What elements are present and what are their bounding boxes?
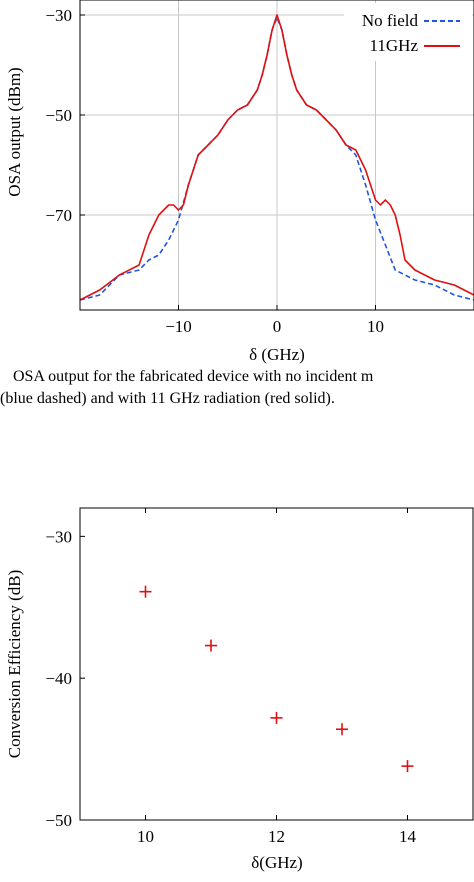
x-axis-label: δ(GHz) <box>251 853 302 872</box>
tick-labels: −10 0 10 −30 −50 −70 <box>45 6 384 336</box>
legend-box <box>344 3 472 61</box>
plot-frame <box>79 507 474 821</box>
y-axis-label: Conversion Efficiency (dB) <box>5 570 24 759</box>
legend: No field 11GHz <box>344 3 472 61</box>
y-axis-label: OSA output (dBm) <box>5 67 24 196</box>
x-tick-label: −10 <box>165 317 192 336</box>
x-tick-label: 10 <box>137 827 154 846</box>
scatter-point <box>336 723 348 736</box>
y-tick-label: −50 <box>45 106 72 125</box>
scatter-point <box>270 711 283 724</box>
figure-caption: OSA output for the fabricated device wit… <box>0 366 474 410</box>
y-tick-label: −30 <box>45 6 72 25</box>
conversion-efficiency-chart: 10 12 14 −30 −40 −50 δ(GHz) Conversion Effici… <box>5 507 474 872</box>
scatter-point <box>139 585 152 598</box>
11ghz-series-line <box>79 14 474 301</box>
y-tick-label: −40 <box>45 669 72 688</box>
tick-labels: 10 12 14 −30 −40 −50 <box>45 508 417 846</box>
osa-output-chart: −10 0 10 −30 −50 −70 δ (GHz) OSA output (dBm)… <box>5 0 474 364</box>
series-lines <box>79 14 474 301</box>
legend-label-11ghz: 11GHz <box>370 36 419 55</box>
x-axis-label: δ (GHz) <box>249 345 305 364</box>
caption-line-2: (blue dashed) and with 11 GHz radiation … <box>0 390 335 407</box>
y-tick-label: −30 <box>45 527 72 546</box>
y-tick-label: −70 <box>45 206 72 225</box>
no-field-series-line <box>79 16 474 301</box>
x-tick-label: 10 <box>367 317 384 336</box>
caption-line-1: OSA output for the fabricated device wit… <box>13 368 374 385</box>
scatter-point <box>205 639 217 652</box>
scatter-points <box>139 585 414 773</box>
scatter-point <box>401 760 414 773</box>
legend-label-no-field: No field <box>362 11 419 30</box>
x-tick-label: 0 <box>273 317 282 336</box>
x-tick-label: 14 <box>399 827 417 846</box>
x-tick-label: 12 <box>268 827 285 846</box>
y-tick-label: −50 <box>45 811 72 830</box>
